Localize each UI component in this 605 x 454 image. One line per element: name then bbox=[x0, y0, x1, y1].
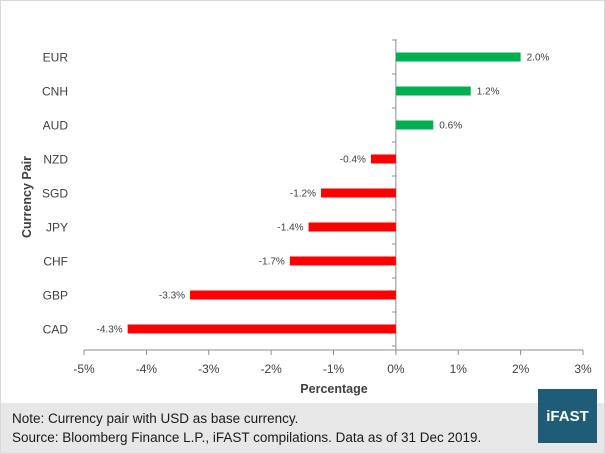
ifast-logo: iFAST bbox=[538, 389, 597, 443]
category-label: GBP bbox=[43, 289, 68, 303]
x-tick-label: 3% bbox=[574, 362, 592, 376]
x-tick-label: -1% bbox=[323, 362, 345, 376]
x-tick-label: -3% bbox=[198, 362, 220, 376]
data-label: -3.3% bbox=[159, 291, 185, 302]
bar-chf bbox=[289, 256, 396, 266]
chart-footer: Note: Currency pair with USD as base cur… bbox=[1, 403, 604, 453]
bar-aud bbox=[395, 120, 434, 130]
category-label: JPY bbox=[46, 221, 68, 235]
data-label: -1.4% bbox=[277, 223, 303, 234]
x-tick-label: -4% bbox=[136, 362, 158, 376]
bar-chart: -5% -4% -3% -2% -1% 0% 1% 2% 3% EUR 2.0% CNH 1.2% AUD… bbox=[20, 39, 592, 396]
footer-note: Note: Currency pair with USD as base cur… bbox=[12, 411, 299, 426]
category-label: AUD bbox=[43, 119, 69, 133]
data-label: 1.2% bbox=[477, 87, 500, 98]
category-label: CNH bbox=[42, 85, 68, 99]
bar-gbp bbox=[190, 290, 396, 300]
bar-sgd bbox=[321, 188, 396, 198]
footer-source: Source: Bloomberg Finance L.P., iFAST co… bbox=[12, 430, 482, 445]
data-label: -1.7% bbox=[259, 257, 285, 268]
x-tick-label: -5% bbox=[73, 362, 95, 376]
data-label: 2.0% bbox=[527, 53, 550, 64]
category-label: SGD bbox=[42, 187, 68, 201]
bar-nzd bbox=[370, 154, 396, 164]
x-tick-label: 1% bbox=[450, 362, 468, 376]
data-label: -1.2% bbox=[290, 189, 316, 200]
data-label: -4.3% bbox=[97, 325, 123, 336]
x-tick-label: 0% bbox=[387, 362, 405, 376]
x-tick-label: -2% bbox=[260, 362, 282, 376]
x-axis-title: Percentage bbox=[300, 382, 367, 396]
bar-cad bbox=[127, 324, 396, 334]
bar-cnh bbox=[395, 86, 471, 96]
category-label: CHF bbox=[43, 255, 68, 269]
bar-eur bbox=[395, 52, 521, 62]
footer-text: Note: Currency pair with USD as base cur… bbox=[12, 409, 481, 447]
data-label: 0.6% bbox=[439, 121, 462, 132]
category-label: EUR bbox=[43, 51, 69, 65]
bar-jpy bbox=[308, 222, 396, 232]
category-label: NZD bbox=[43, 153, 68, 167]
data-label: -0.4% bbox=[340, 155, 366, 166]
x-tick-label: 2% bbox=[512, 362, 530, 376]
y-axis-title: Currency Pair bbox=[20, 156, 34, 238]
category-label: CAD bbox=[43, 323, 69, 337]
